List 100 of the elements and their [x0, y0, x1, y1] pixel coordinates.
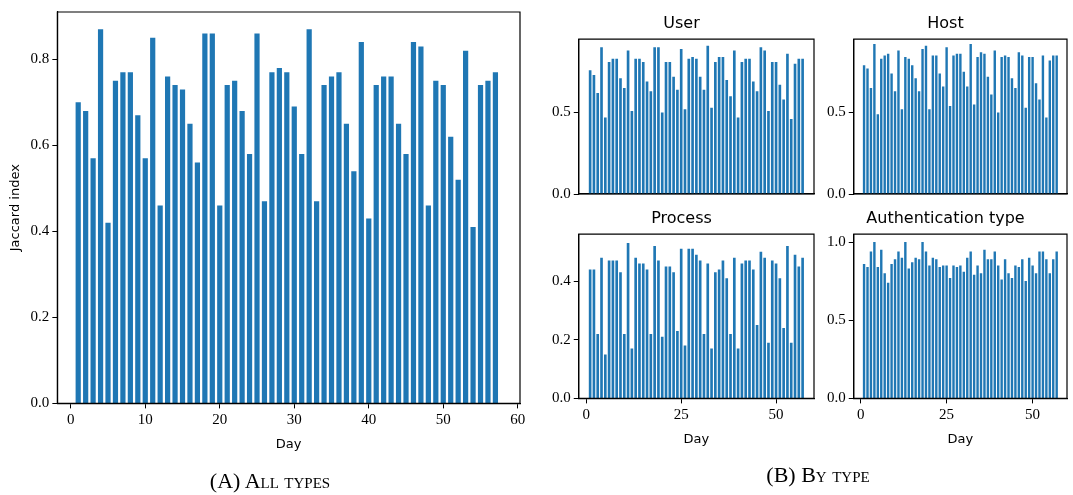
- bar: [706, 45, 710, 194]
- bar: [120, 72, 126, 403]
- bar: [97, 29, 104, 403]
- chart-title: Authentication type: [866, 207, 1025, 227]
- x-tick-label: 10: [137, 411, 153, 428]
- y-tick-label: 0.2: [30, 308, 50, 325]
- bar: [748, 260, 751, 398]
- bar: [425, 205, 431, 403]
- bar: [600, 257, 603, 398]
- x-tick-label: 0: [67, 411, 75, 428]
- bar: [866, 68, 869, 194]
- bar: [959, 265, 962, 398]
- chart-title: Process: [651, 207, 712, 227]
- x-tick-label: 30: [286, 411, 302, 428]
- bar: [463, 50, 469, 403]
- bar: [668, 62, 672, 194]
- bar: [679, 48, 683, 194]
- bar: [732, 257, 736, 398]
- bar: [209, 33, 215, 403]
- bar: [224, 85, 230, 403]
- bar: [695, 58, 698, 194]
- bar: [797, 58, 801, 194]
- bar: [641, 263, 645, 398]
- bar: [261, 201, 268, 403]
- bar: [959, 53, 962, 194]
- bar: [600, 47, 603, 194]
- bar: [615, 260, 619, 398]
- bar: [90, 158, 96, 403]
- bar: [202, 33, 208, 403]
- y-tick-label: 0.6: [30, 136, 50, 153]
- y-axis-title: Jaccard index: [7, 163, 23, 253]
- y-tick-label: 0.8: [30, 50, 50, 67]
- y-tick-label: 0.4: [30, 222, 50, 239]
- bar: [1007, 57, 1010, 194]
- bar: [668, 266, 672, 398]
- bar: [299, 153, 305, 403]
- bar: [291, 106, 297, 403]
- bar: [935, 259, 938, 398]
- bar: [306, 29, 312, 403]
- bar: [157, 205, 163, 403]
- bar: [83, 110, 89, 403]
- bar: [336, 72, 342, 403]
- x-tick-label: 0: [856, 406, 865, 423]
- bar: [269, 72, 275, 403]
- bar: [890, 263, 893, 398]
- bar: [897, 251, 900, 398]
- bar: [395, 123, 402, 403]
- x-tick-label: 50: [1025, 406, 1041, 423]
- bar: [328, 76, 335, 403]
- bar: [952, 55, 955, 194]
- x-axis-title: Day: [275, 435, 302, 451]
- bar: [873, 44, 876, 194]
- text: (A) All types: [209, 468, 331, 494]
- bar: [634, 257, 637, 398]
- y-tick-label: 0.0: [827, 184, 846, 201]
- chart-title: Host: [927, 12, 964, 32]
- x-axis-title: Day: [947, 430, 974, 446]
- bar: [172, 85, 178, 403]
- bar: [321, 85, 327, 403]
- bar: [732, 50, 736, 194]
- bar: [187, 123, 193, 403]
- y-tick-label: 0.0: [827, 389, 846, 406]
- bar: [448, 136, 454, 403]
- bar: [983, 53, 986, 194]
- y-tick-label: 0.0: [552, 184, 571, 201]
- bar: [969, 44, 972, 194]
- x-tick-label: 25: [673, 406, 689, 423]
- bar: [314, 201, 320, 403]
- chart-title: User: [663, 12, 701, 32]
- bar: [945, 265, 948, 398]
- y-tick-label: 0.0: [552, 389, 571, 406]
- bar: [641, 62, 645, 194]
- bar: [969, 251, 972, 398]
- bar: [112, 80, 119, 403]
- bar: [921, 242, 924, 398]
- bar: [770, 62, 774, 194]
- bar: [638, 58, 641, 194]
- bar: [485, 80, 491, 403]
- x-tick-label: 0: [582, 406, 591, 423]
- y-tick-label: 0.5: [827, 103, 846, 120]
- bar: [232, 80, 238, 403]
- bar: [1031, 57, 1034, 194]
- bar: [691, 248, 694, 398]
- x-tick-label: 25: [939, 406, 955, 423]
- bar: [343, 123, 350, 403]
- bar: [179, 89, 186, 403]
- bar: [470, 227, 476, 403]
- bar: [976, 265, 979, 398]
- x-axis-title: Day: [683, 430, 710, 446]
- bar: [440, 85, 446, 403]
- bar: [351, 171, 357, 403]
- bar: [366, 218, 372, 403]
- x-tick-label: 50: [768, 406, 784, 423]
- bar: [714, 272, 717, 398]
- bar: [358, 42, 364, 403]
- bar: [239, 110, 245, 403]
- bar: [127, 72, 133, 403]
- bar: [615, 58, 619, 194]
- bar: [653, 245, 656, 398]
- bar: [276, 67, 282, 403]
